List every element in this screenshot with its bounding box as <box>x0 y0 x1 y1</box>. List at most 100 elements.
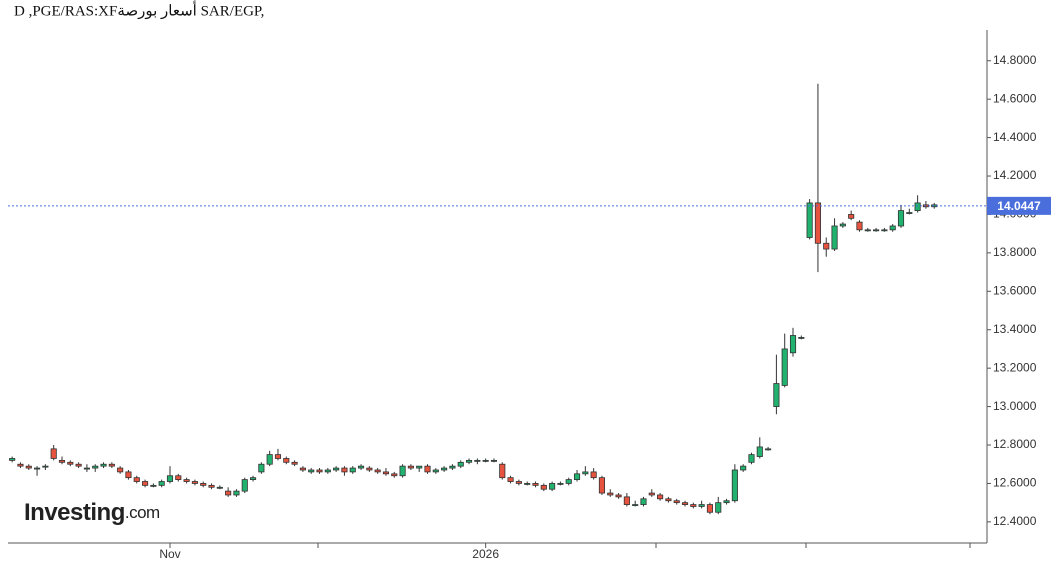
candle-body <box>798 337 805 339</box>
candle-body <box>291 461 298 465</box>
y-tick-label: 13.6000 <box>993 283 1037 297</box>
logo: Investing.com <box>24 499 160 526</box>
y-tick-label: 13.0000 <box>993 399 1037 413</box>
candle-body <box>416 465 423 469</box>
candle-body <box>765 448 772 451</box>
candle-body <box>848 214 855 219</box>
candle-body <box>432 469 439 473</box>
candle-body <box>889 225 896 231</box>
candle-body <box>424 465 431 473</box>
candle-body <box>457 461 464 467</box>
candle-body <box>50 448 57 459</box>
candle-body <box>873 229 880 232</box>
candle-body <box>349 467 356 473</box>
candle-body <box>665 498 672 502</box>
candle-body <box>756 446 763 457</box>
candle-body <box>58 459 66 463</box>
y-tick-label: 13.2000 <box>993 360 1037 374</box>
candle-body <box>75 463 82 467</box>
y-tick-label: 14.2000 <box>993 168 1037 182</box>
candle-body <box>374 469 381 473</box>
candle-body <box>399 465 406 477</box>
candle-body <box>142 481 149 486</box>
candle-body <box>715 502 722 513</box>
y-tick-label: 14.4000 <box>993 130 1037 144</box>
y-tick-label: 13.8000 <box>993 245 1037 259</box>
candle-body <box>233 490 240 496</box>
y-tick-label: 12.6000 <box>993 476 1037 490</box>
candle-body <box>831 225 838 250</box>
candle-body <box>391 473 398 477</box>
candle-body <box>499 463 506 479</box>
candle-body <box>690 504 697 507</box>
candle-body <box>748 454 755 463</box>
candle-body <box>449 465 456 469</box>
candle-body <box>723 500 730 504</box>
y-tick-label: 12.8000 <box>993 437 1037 451</box>
candle-body <box>158 481 165 486</box>
candle-body <box>789 335 797 354</box>
candle-body <box>839 223 846 227</box>
x-tick-label: Nov <box>159 547 180 561</box>
y-tick-label: 14.8000 <box>993 53 1037 67</box>
candle-body <box>632 504 639 506</box>
logo-main: Investing <box>24 499 125 526</box>
candle-body <box>598 477 606 494</box>
candle-body <box>283 458 290 463</box>
candle-body <box>366 467 373 471</box>
candle-body <box>856 221 863 231</box>
candle-body <box>42 465 49 468</box>
candle-body <box>607 492 614 496</box>
candle-body <box>897 210 905 227</box>
candle-body <box>316 469 323 473</box>
last-price-box <box>987 196 1051 215</box>
candle-body <box>191 481 198 484</box>
candle-body <box>241 479 248 492</box>
candle-body <box>166 475 174 482</box>
candle-body <box>731 469 738 502</box>
candle-body <box>823 242 830 250</box>
candle-body <box>698 504 705 507</box>
candle-body <box>582 471 589 475</box>
y-tick-label: 12.4000 <box>993 514 1037 528</box>
candle-body <box>175 475 182 480</box>
candle-body <box>681 502 689 505</box>
candle-body <box>524 483 531 485</box>
candle-body <box>17 463 24 467</box>
candle-body <box>324 469 331 473</box>
candle-body <box>258 463 265 473</box>
candle-body <box>549 483 556 490</box>
candle-body <box>200 483 207 486</box>
candle-body <box>299 467 306 471</box>
candle-body <box>117 467 124 473</box>
candle-body <box>557 483 564 485</box>
candle-body <box>881 229 888 232</box>
candle-body <box>274 454 282 459</box>
candle-body <box>225 490 232 496</box>
candle-body <box>565 479 572 484</box>
candle-body <box>914 202 921 212</box>
candle-body <box>623 496 630 505</box>
candle-body <box>740 465 747 471</box>
candle-body <box>34 467 41 470</box>
candle-body <box>183 479 190 482</box>
candle-body <box>9 458 16 461</box>
candle-body <box>67 461 74 465</box>
candle-body <box>382 471 390 475</box>
y-tick-label: 14.6000 <box>993 91 1037 105</box>
candle-body <box>657 494 664 500</box>
candle-body <box>806 202 813 238</box>
candle-body <box>441 467 448 471</box>
candle-body <box>590 471 597 479</box>
candle-body <box>507 477 514 482</box>
candle-body <box>133 477 140 482</box>
logo-suffix: .com <box>125 503 160 522</box>
candle-body <box>706 504 714 513</box>
candle-body <box>573 473 581 480</box>
candle-body <box>906 212 913 214</box>
candle-body <box>208 484 215 488</box>
candle-body <box>100 463 107 467</box>
candle-body <box>490 459 498 462</box>
candle-body <box>773 383 780 407</box>
candle-body <box>357 465 365 469</box>
